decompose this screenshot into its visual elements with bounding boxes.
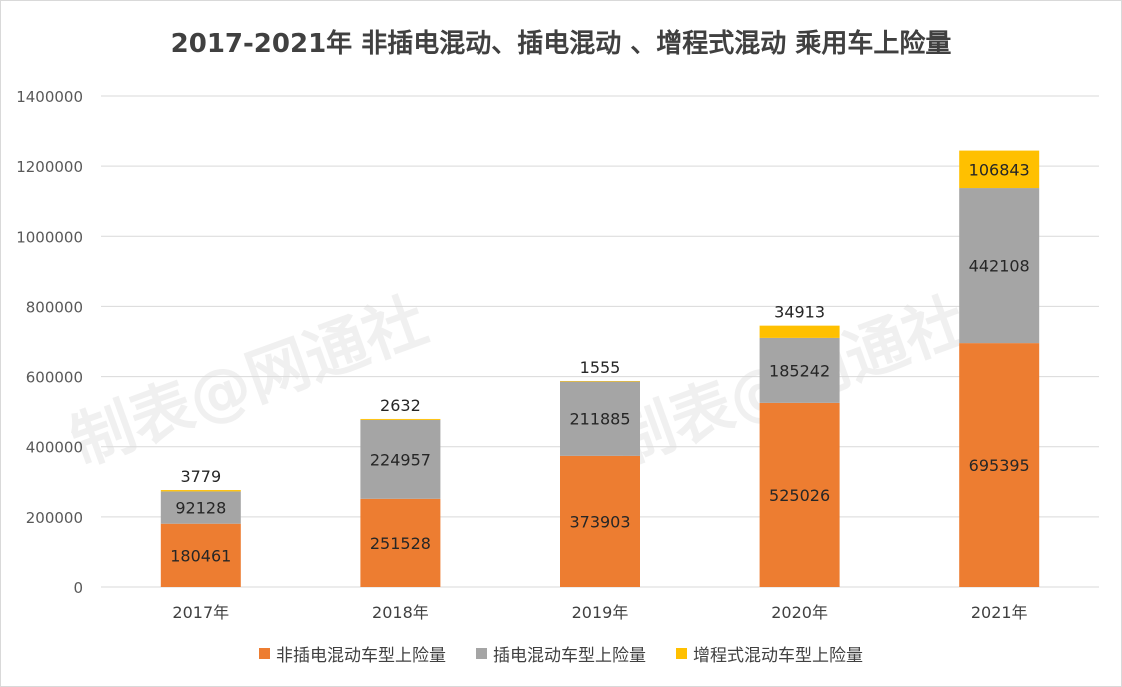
x-tick-label: 2017年 bbox=[172, 603, 229, 622]
legend-item-plugin: 插电混动车型上险量 bbox=[476, 641, 646, 666]
y-tick-label: 200000 bbox=[26, 509, 83, 527]
x-tick-label: 2020年 bbox=[771, 603, 828, 622]
legend-item-range-extender: 增程式混动车型上险量 bbox=[676, 641, 863, 666]
data-label: 211885 bbox=[569, 410, 630, 429]
bar-segment bbox=[560, 381, 640, 456]
bar-segment bbox=[959, 188, 1040, 344]
legend-label: 非插电混动车型上险量 bbox=[276, 646, 446, 666]
legend-swatch bbox=[676, 648, 687, 659]
bar-segment bbox=[360, 419, 441, 499]
x-tick-label: 2019年 bbox=[572, 603, 629, 622]
data-label: 92128 bbox=[175, 499, 226, 518]
bar-segment bbox=[759, 337, 840, 403]
data-label: 442108 bbox=[969, 257, 1030, 276]
data-label: 2632 bbox=[380, 396, 421, 415]
bar-segment bbox=[959, 343, 1040, 587]
chart-title: 2017-2021年 非插电混动、插电混动 、增程式混动 乘用车上险量 bbox=[170, 29, 952, 59]
y-tick-label: 1400000 bbox=[16, 88, 83, 106]
bar-segment bbox=[160, 490, 241, 492]
legend-label: 增程式混动车型上险量 bbox=[693, 646, 863, 666]
legend-swatch bbox=[476, 648, 487, 659]
y-tick-label: 0 bbox=[73, 579, 83, 597]
bar-segment bbox=[160, 523, 241, 587]
bar-segment bbox=[959, 150, 1040, 189]
y-tick-label: 1000000 bbox=[16, 228, 83, 246]
bar-segment bbox=[759, 325, 840, 338]
y-tick-label: 1200000 bbox=[16, 158, 83, 176]
legend-swatch bbox=[259, 648, 270, 659]
bar-segment bbox=[360, 418, 441, 420]
bar-segment bbox=[560, 381, 640, 382]
data-label: 224957 bbox=[370, 450, 431, 469]
y-tick-label: 400000 bbox=[26, 439, 83, 457]
data-label: 525026 bbox=[769, 486, 830, 505]
data-label: 34913 bbox=[774, 303, 825, 322]
x-tick-label: 2021年 bbox=[971, 603, 1028, 622]
data-label: 1555 bbox=[580, 358, 621, 377]
y-tick-label: 600000 bbox=[26, 369, 83, 387]
x-tick-label: 2018年 bbox=[372, 603, 429, 622]
legend: 非插电混动车型上险量 插电混动车型上险量 增程式混动车型上险量 bbox=[1, 641, 1121, 666]
data-label: 695395 bbox=[969, 456, 1030, 475]
data-label: 3779 bbox=[180, 467, 221, 486]
y-tick-label: 800000 bbox=[26, 298, 83, 316]
data-label: 106843 bbox=[969, 160, 1030, 179]
bar-segment bbox=[560, 455, 640, 587]
data-label: 373903 bbox=[569, 512, 630, 531]
legend-label: 插电混动车型上险量 bbox=[493, 646, 646, 666]
data-label: 251528 bbox=[370, 534, 431, 553]
data-label: 180461 bbox=[170, 546, 231, 565]
bar-segment bbox=[759, 402, 840, 587]
bar-segment bbox=[360, 498, 441, 587]
data-label: 185242 bbox=[769, 361, 830, 380]
bar-segment bbox=[160, 491, 241, 524]
legend-item-non-plugin: 非插电混动车型上险量 bbox=[259, 641, 446, 666]
